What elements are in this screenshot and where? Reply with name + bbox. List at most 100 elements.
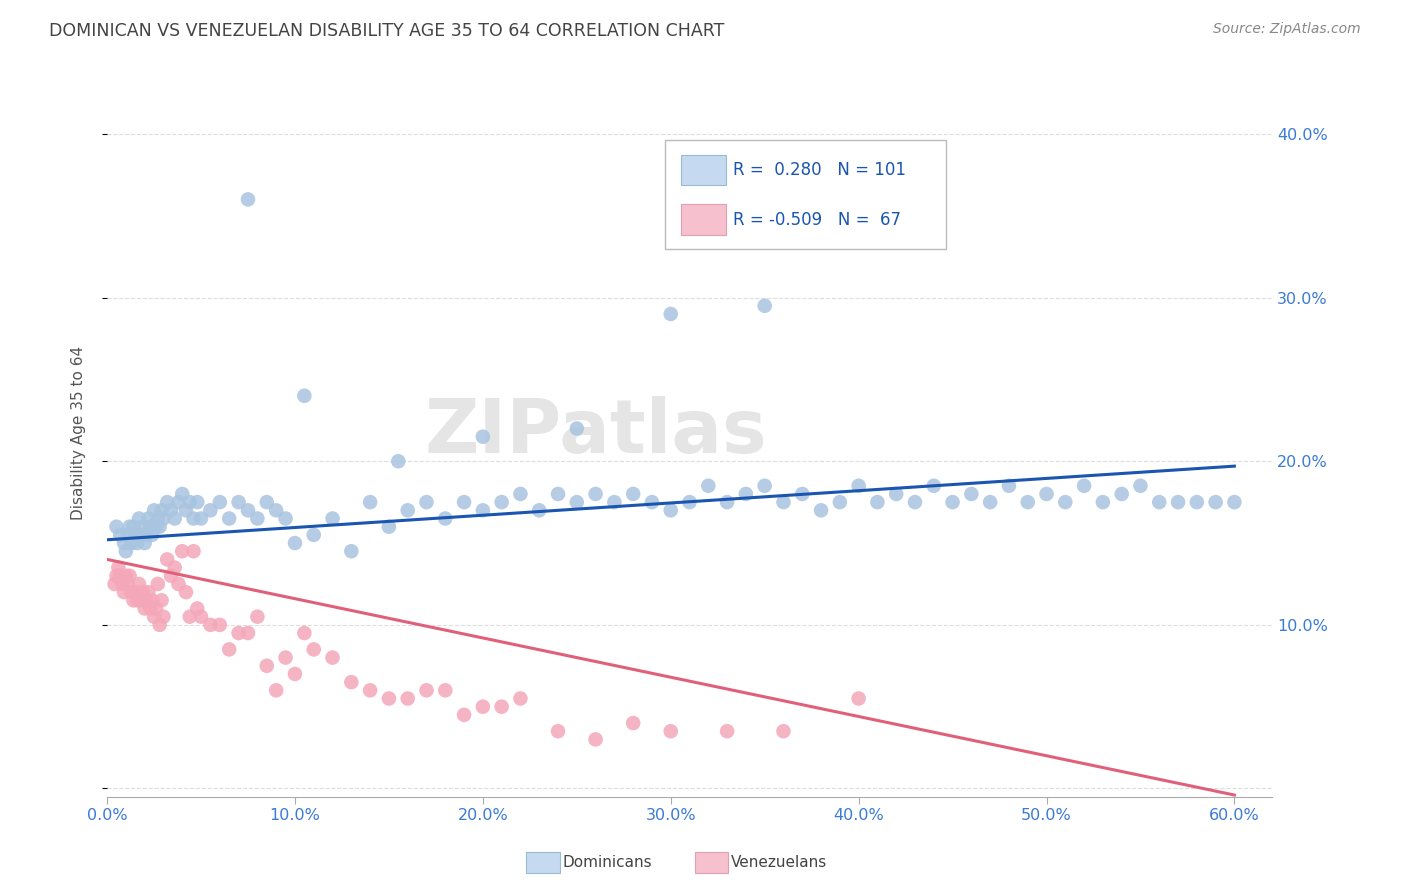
Point [128,577,150,591]
Point [127,593,149,607]
Point [302,642,325,657]
Point [156,495,179,509]
Point [146,577,169,591]
Point [115,568,138,582]
Point [117,528,139,542]
Point [218,511,240,525]
Point [103,577,125,591]
Point [132,519,155,533]
Point [716,495,738,509]
Point [471,430,494,444]
Point [110,528,132,542]
Point [453,495,475,509]
Point [322,511,344,525]
Point [110,568,132,582]
Point [149,618,172,632]
Point [754,299,776,313]
Point [179,495,201,509]
Point [160,568,183,582]
Point [998,479,1021,493]
Point [138,585,160,599]
Point [754,479,776,493]
Point [246,609,269,624]
Point [641,495,664,509]
Point [141,528,163,542]
Point [434,683,457,698]
Point [183,544,205,558]
Point [156,552,179,566]
Point [145,601,167,615]
Text: DOMINICAN VS VENEZUELAN DISABILITY AGE 35 TO 64 CORRELATION CHART: DOMINICAN VS VENEZUELAN DISABILITY AGE 3… [49,22,724,40]
Point [565,421,588,435]
Point [107,560,129,574]
Point [415,495,437,509]
Point [1111,487,1133,501]
Point [174,585,197,599]
Point [135,528,157,542]
Point [112,585,135,599]
Point [132,585,155,599]
Point [509,691,531,706]
Point [396,691,419,706]
Point [129,528,152,542]
Point [149,519,172,533]
Point [340,544,363,558]
Point [659,503,682,517]
Point [208,495,231,509]
Text: R =  0.280   N = 101: R = 0.280 N = 101 [734,161,907,178]
Point [167,577,190,591]
Point [1149,495,1171,509]
Point [509,487,531,501]
Point [208,618,231,632]
Point [904,495,927,509]
Point [135,593,157,607]
Point [603,495,626,509]
Point [274,650,297,665]
Point [274,511,297,525]
Point [866,495,889,509]
Point [1017,495,1039,509]
Point [491,699,513,714]
Point [1035,487,1057,501]
Point [186,495,208,509]
Point [547,724,569,739]
Point [200,618,222,632]
Point [284,667,307,681]
Point [139,519,162,533]
Point [183,511,205,525]
Point [150,503,173,517]
Point [810,503,832,517]
Point [105,519,128,533]
Text: Dominicans: Dominicans [562,855,652,870]
Point [141,593,163,607]
Point [1205,495,1227,509]
Point [145,519,167,533]
Point [118,519,141,533]
Point [453,707,475,722]
Point [105,568,128,582]
Point [942,495,965,509]
Point [174,503,197,517]
Point [565,495,588,509]
Point [302,528,325,542]
Point [772,495,794,509]
Point [124,585,146,599]
Point [218,642,240,657]
Point [792,487,814,501]
Point [378,519,401,533]
Point [143,609,166,624]
Text: Venezuelans: Venezuelans [731,855,827,870]
Point [236,503,259,517]
Point [122,593,145,607]
Point [118,568,141,582]
Point [236,626,259,640]
Point [547,487,569,501]
Point [256,658,278,673]
Point [848,479,870,493]
Point [884,487,907,501]
Point [121,585,143,599]
Point [1091,495,1114,509]
Point [322,650,344,665]
Point [1073,479,1095,493]
Point [134,601,156,615]
